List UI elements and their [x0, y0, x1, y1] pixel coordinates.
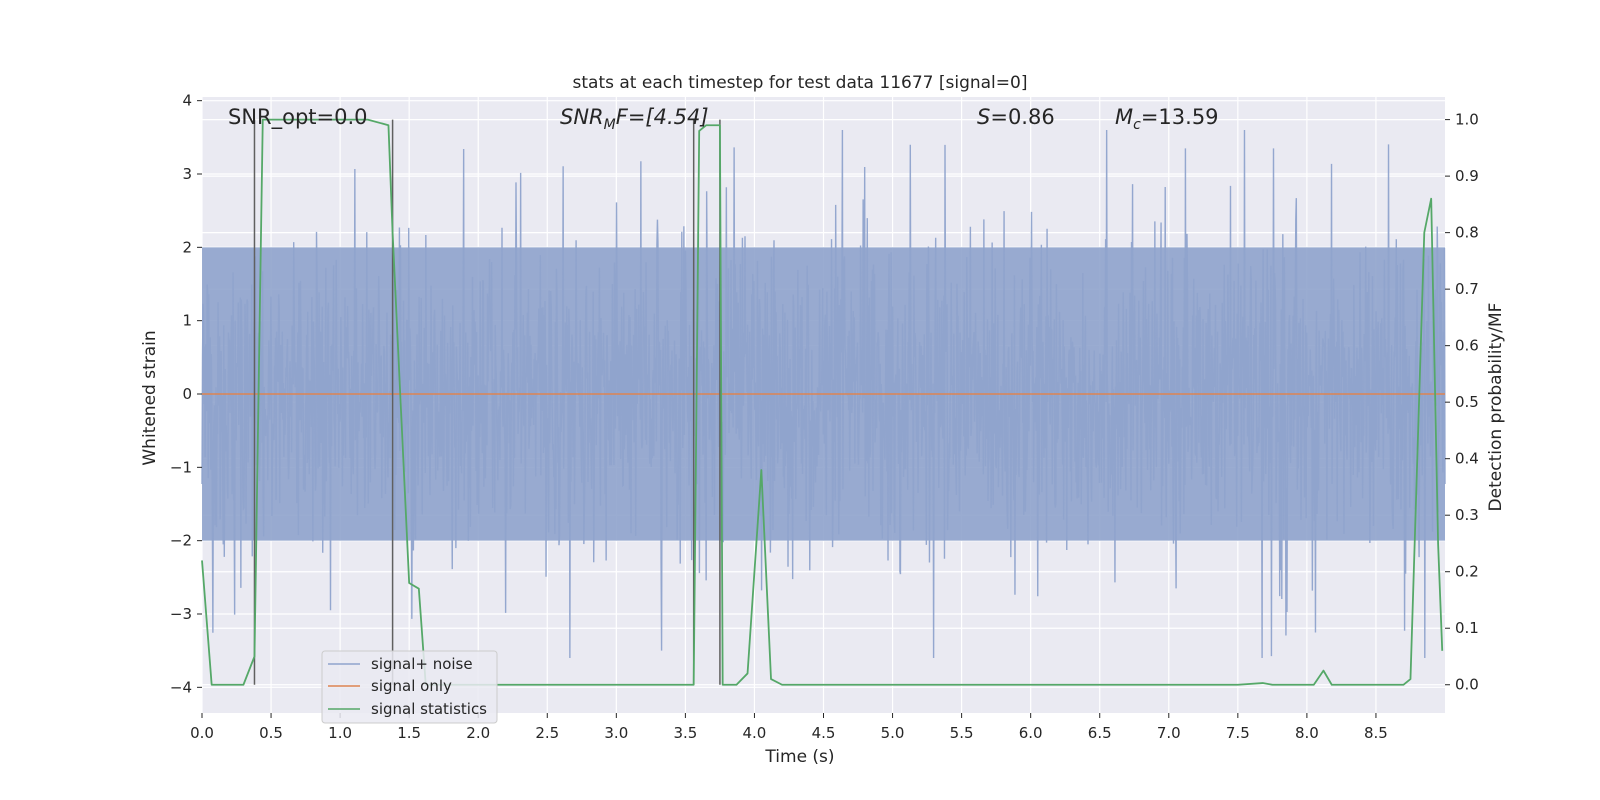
y-right-tick-label: 0.9 [1455, 167, 1479, 185]
y-left-tick-label: −4 [170, 678, 192, 696]
mc-symbol: M [1115, 105, 1133, 129]
mc-value: =13.59 [1141, 105, 1219, 129]
annotation-mc: Mc=13.59 [1115, 105, 1219, 133]
x-tick-label: 1.5 [397, 724, 421, 742]
y-right-tick-label: 0.3 [1455, 506, 1479, 524]
y-right-tick-label: 1.0 [1455, 111, 1479, 129]
x-tick-label: 4.5 [812, 724, 836, 742]
x-tick-label: 2.5 [535, 724, 559, 742]
y-right-tick-label: 0.0 [1455, 676, 1479, 694]
y-left-tick-label: −2 [170, 532, 192, 550]
snr-mf-symbol: SNR [560, 105, 604, 129]
y-right-tick-label: 0.4 [1455, 450, 1479, 468]
x-tick-label: 0.5 [259, 724, 283, 742]
x-tick-label: 3.0 [604, 724, 628, 742]
x-axis-label: Time (s) [764, 747, 834, 767]
x-tick-label: 2.0 [466, 724, 490, 742]
x-tick-label: 3.5 [673, 724, 697, 742]
annotation-snr-mf: SNRMF=[4.54] [560, 105, 709, 133]
y-left-tick-label: 3 [182, 165, 192, 183]
snr-mf-subscript: M [604, 117, 616, 133]
y-right-tick-label: 0.6 [1455, 337, 1479, 355]
x-tick-label: 4.0 [743, 724, 767, 742]
y-right-tick-label: 0.7 [1455, 280, 1479, 298]
y-right-tick-label: 0.1 [1455, 619, 1479, 637]
overlay-series [201, 118, 1445, 686]
x-tick-label: 6.5 [1088, 724, 1112, 742]
x-tick-label: 7.0 [1157, 724, 1181, 742]
snr-mf-rest: F=[4.54] [616, 105, 709, 129]
legend-box [321, 650, 498, 724]
x-tick-label: 7.5 [1226, 724, 1250, 742]
legend-label-statistics: signal statistics [371, 700, 487, 718]
x-tick-label: 8.5 [1364, 724, 1388, 742]
y-right-tick-label: 0.5 [1455, 393, 1479, 411]
mc-subscript: c [1133, 117, 1141, 133]
y-left-tick-label: 2 [182, 238, 192, 256]
y-axis-label-right: Detection probability/MF [1486, 303, 1506, 512]
x-tick-label: 5.0 [881, 724, 905, 742]
ticks: 0.0 0.5 1.0 1.5 2.0 2.5 3.0 3.5 4.0 4.5 5.0 5.5 6.0 6… [170, 92, 1479, 742]
series-signal-statistics [201, 118, 1444, 686]
y-right-tick-label: 0.8 [1455, 224, 1479, 242]
legend-label-signal-only: signal only [371, 677, 452, 695]
annotation-s: S=0.86 [977, 105, 1055, 129]
chart-title: stats at each timestep for test data 116… [573, 73, 1028, 93]
series-signal-plus-noise [201, 129, 1446, 659]
y-left-tick-label: 0 [182, 385, 192, 403]
legend-label-noise: signal+ noise [371, 655, 473, 673]
s-symbol: S [977, 105, 990, 129]
y-left-tick-label: −1 [170, 458, 192, 476]
y-left-tick-label: 1 [182, 312, 192, 330]
legend: signal+ noise signal only signal statist… [321, 650, 498, 724]
x-tick-label: 6.0 [1019, 724, 1043, 742]
s-value: =0.86 [990, 105, 1054, 129]
y-left-tick-label: −3 [170, 605, 192, 623]
y-axis-label-left: Whitened strain [140, 330, 160, 465]
x-tick-label: 0.0 [190, 724, 214, 742]
y-right-tick-label: 0.2 [1455, 563, 1479, 581]
y-left-tick-label: 4 [182, 92, 192, 110]
x-tick-label: 5.5 [950, 724, 974, 742]
annotation-snr-opt: SNR_opt=0.0 [228, 105, 368, 130]
x-tick-label: 1.0 [328, 724, 352, 742]
x-tick-label: 8.0 [1295, 724, 1319, 742]
